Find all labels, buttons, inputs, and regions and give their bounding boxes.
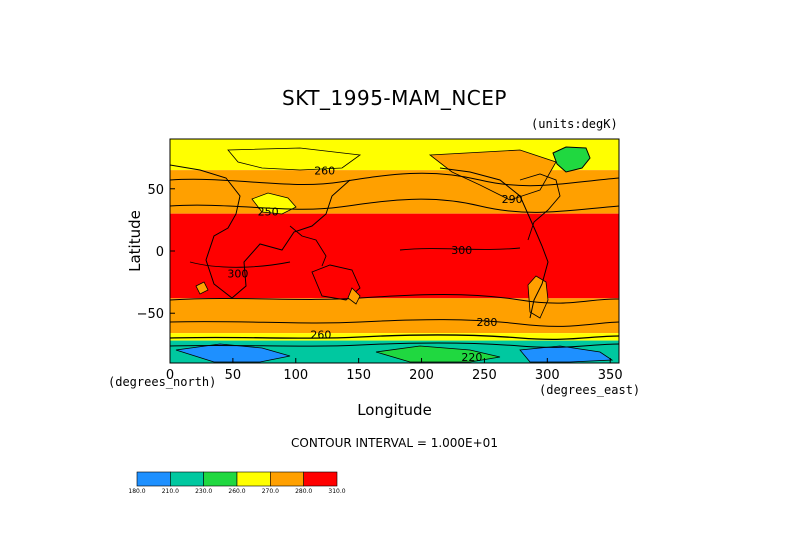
contour-label: 280	[476, 316, 497, 329]
coastline	[439, 167, 549, 319]
x-tick-label: 50	[225, 368, 242, 383]
colorbar-level-label: 180.0	[128, 488, 145, 495]
coastline	[195, 281, 209, 295]
y-units-label: (degrees_north)	[108, 375, 217, 389]
contour-label: 220	[461, 351, 482, 364]
colorbar-level-label: 230.0	[195, 488, 212, 495]
chart-title: SKT_1995-MAM_NCEP	[282, 86, 507, 110]
contour-line	[170, 334, 619, 341]
colorbar-swatch	[170, 471, 204, 487]
contour-line	[170, 342, 619, 348]
x-tick-label: 200	[409, 368, 434, 383]
colorbar-level-label: 310.0	[328, 488, 345, 495]
andes-patch	[527, 275, 549, 319]
contour-label: 260	[314, 164, 335, 177]
contour-labels: 260 250 290 300 300 280 260 220	[227, 164, 522, 364]
x-tick-label: 100	[283, 368, 308, 383]
antarctic-blue-patch-1	[175, 343, 291, 363]
colorbar-swatch	[203, 471, 238, 487]
contour-line	[170, 172, 619, 187]
y-tick-label: −50	[137, 307, 164, 322]
y-tick-label: 0	[156, 245, 164, 260]
colorbar-swatch	[270, 471, 304, 487]
colorbar-level-label: 260.0	[228, 488, 245, 495]
coastline	[170, 164, 351, 299]
x-axis-ticks: 0 50 100 150 200 250 300 350	[166, 358, 623, 383]
contour-line	[189, 261, 291, 268]
greenland-patch	[552, 146, 591, 173]
contour-label: 300	[227, 268, 248, 281]
temperature-zone	[170, 213, 619, 299]
x-tick-label: 250	[472, 368, 497, 383]
x-tick-label: 300	[535, 368, 560, 383]
antarctic-blue-patch-3	[519, 345, 614, 363]
colorbar-level-label: 210.0	[162, 488, 179, 495]
contour-label: 300	[451, 244, 472, 257]
colorbar-swatch	[136, 471, 171, 487]
coastline-features	[170, 146, 619, 363]
x-tick-label: 350	[598, 368, 623, 383]
x-units-label: (degrees_east)	[539, 383, 641, 397]
y-tick-label: 50	[147, 183, 164, 198]
contour-label: 290	[502, 193, 523, 206]
colorbar-swatch	[303, 471, 338, 487]
contour-interval-text: CONTOUR INTERVAL = 1.000E+01	[291, 436, 498, 450]
contour-line	[399, 247, 521, 251]
units-label: (units:degK)	[531, 117, 618, 131]
colorbar-level-label: 280.0	[295, 488, 312, 495]
colorbar-level-label: 270.0	[262, 488, 279, 495]
x-axis-label: Longitude	[357, 401, 432, 419]
coastline	[519, 173, 561, 241]
north-america-cool-patch	[428, 149, 557, 201]
colorbar-swatch	[236, 471, 271, 487]
coastline	[347, 287, 361, 305]
coastline	[289, 225, 327, 267]
temperature-zone	[170, 333, 619, 341]
x-tick-label: 150	[346, 368, 371, 383]
x-tick-label: 0	[166, 368, 174, 383]
australia-patch	[311, 264, 361, 301]
colorbar: 180.0 210.0 230.0 260.0 270.0 280.0 310.0	[128, 471, 346, 495]
contour-label: 260	[310, 329, 331, 342]
contour-label: 250	[258, 205, 279, 218]
y-axis-ticks: 50 0 −50	[137, 183, 175, 322]
contour-line	[170, 319, 619, 327]
contour-line	[170, 294, 619, 304]
antarctic-blue-patch-2	[375, 345, 501, 363]
temperature-zones	[170, 139, 619, 363]
siberia-cold-patch	[227, 147, 362, 171]
